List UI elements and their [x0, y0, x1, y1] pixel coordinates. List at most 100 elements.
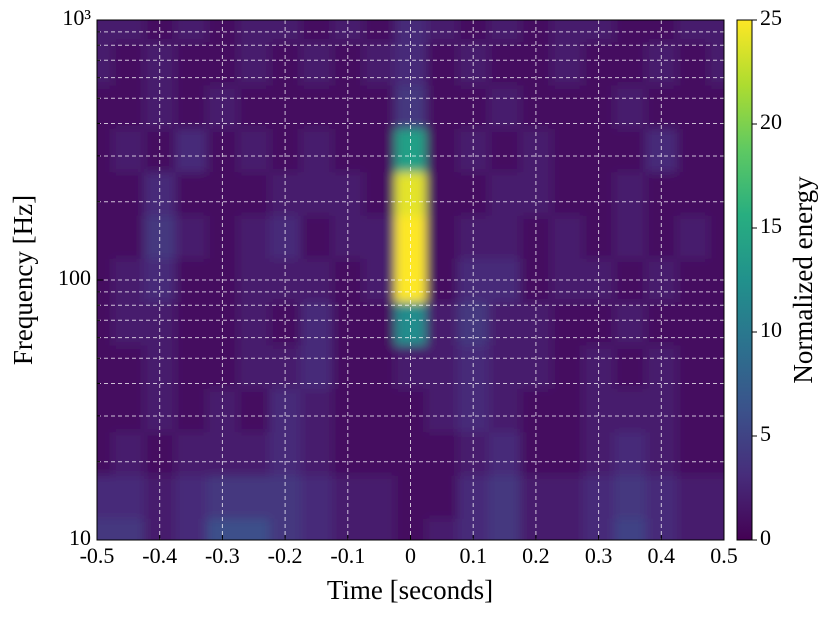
heatmap-cell	[708, 41, 724, 86]
heatmap-cell	[97, 474, 114, 519]
heatmap-cell	[144, 388, 176, 433]
colorbar-tick-label: 0	[760, 525, 771, 550]
heatmap-cell	[676, 301, 709, 346]
heatmap-cell	[175, 128, 208, 173]
heatmap-cell	[582, 388, 615, 433]
heatmap-cell	[551, 345, 584, 389]
heatmap-cell	[426, 214, 459, 259]
heatmap-cell	[614, 345, 647, 389]
x-tick-label: 0	[405, 543, 416, 568]
y-tick-label: 100	[58, 265, 91, 290]
heatmap-cell	[300, 20, 333, 43]
heatmap-cell	[551, 85, 584, 129]
heatmap-cell	[300, 388, 333, 433]
heatmap-cell	[426, 85, 459, 129]
heatmap-cell	[708, 345, 724, 389]
heatmap-cell	[206, 171, 239, 216]
heatmap-cell	[676, 518, 709, 540]
colorbar-tick-label: 20	[760, 109, 782, 134]
heatmap-cell	[426, 301, 459, 346]
heatmap-cell	[614, 171, 647, 216]
heatmap-cell	[394, 518, 427, 540]
heatmap-cell	[394, 171, 427, 216]
x-tick-label: -0.5	[80, 543, 115, 568]
heatmap-cell	[300, 128, 333, 173]
heatmap-cell	[426, 128, 459, 173]
heatmap-cell	[394, 20, 427, 43]
heatmap-cell	[363, 474, 396, 519]
heatmap-cell	[300, 85, 333, 129]
heatmap-cell	[363, 171, 396, 216]
heatmap-cell	[238, 474, 270, 519]
heatmap-cell	[488, 20, 521, 43]
heatmap-cell	[676, 171, 709, 216]
heatmap-cell	[238, 388, 270, 433]
plot-area	[97, 20, 724, 540]
heatmap-cell	[676, 214, 709, 259]
heatmap-cell	[238, 171, 270, 216]
y-tick-label: 10	[69, 525, 91, 550]
heatmap-cell	[206, 518, 239, 540]
x-tick-label: 0.4	[648, 543, 676, 568]
x-tick-label: 0.1	[459, 543, 487, 568]
heatmap-cell	[175, 214, 208, 259]
heatmap-cell	[112, 345, 145, 389]
heatmap-cell	[676, 388, 709, 433]
grid	[97, 20, 724, 540]
heatmap-cell	[238, 85, 270, 129]
heatmap-cell	[300, 41, 333, 86]
heatmap-cell	[363, 214, 396, 259]
heatmap-cell	[238, 128, 270, 173]
heatmap-cell	[551, 431, 584, 476]
heatmap-cell	[300, 345, 333, 389]
heatmap-cell	[175, 345, 208, 389]
heatmap-cell	[488, 388, 521, 433]
heatmap-cell	[175, 85, 208, 129]
heatmap-cell	[676, 345, 709, 389]
heatmap-cell	[363, 345, 396, 389]
heatmap-cell	[426, 431, 459, 476]
heatmap-cell	[97, 431, 114, 476]
heatmap-cell	[426, 41, 459, 86]
heatmap-cell	[457, 388, 490, 433]
heatmap-cell	[112, 474, 145, 519]
heatmap-cell	[97, 301, 114, 346]
heatmap-cell	[676, 85, 709, 129]
heatmap-cell	[175, 474, 208, 519]
heatmap-cell	[175, 431, 208, 476]
y-axis-label: Frequency [Hz]	[8, 195, 38, 365]
heatmap-cell	[112, 171, 145, 216]
heatmap-cell	[645, 388, 678, 433]
heatmap-cell	[97, 128, 114, 173]
heatmap-cell	[97, 214, 114, 259]
heatmap-cell	[488, 85, 521, 129]
heatmap-cell	[332, 388, 364, 433]
heatmap-cell	[363, 431, 396, 476]
heatmap-cell	[551, 301, 584, 346]
heatmap-cell	[488, 518, 521, 540]
heatmap-cell	[645, 171, 678, 216]
heatmap-cell	[708, 474, 724, 519]
heatmap-cell	[488, 301, 521, 346]
heatmap-cell	[97, 41, 114, 86]
heatmap-cell	[269, 518, 302, 540]
heatmap-cell	[488, 431, 521, 476]
heatmap-cell	[97, 171, 114, 216]
heatmap-cell	[676, 474, 709, 519]
heatmap-cell	[175, 20, 208, 43]
heatmap-cell	[676, 20, 709, 43]
heatmap-cell	[97, 85, 114, 129]
heatmap-cell	[175, 388, 208, 433]
heatmap-cell	[300, 214, 333, 259]
heatmap-cell	[175, 171, 208, 216]
heatmap-cell	[488, 345, 521, 389]
heatmap-cell	[112, 41, 145, 86]
heatmap-cell	[488, 41, 521, 86]
heatmap-cell	[708, 431, 724, 476]
colorbar-tick-label: 5	[760, 421, 771, 446]
heatmap-cell	[269, 388, 302, 433]
heatmap-cell	[426, 345, 459, 389]
heatmap-cell	[144, 171, 176, 216]
heatmap-cell	[614, 41, 647, 86]
